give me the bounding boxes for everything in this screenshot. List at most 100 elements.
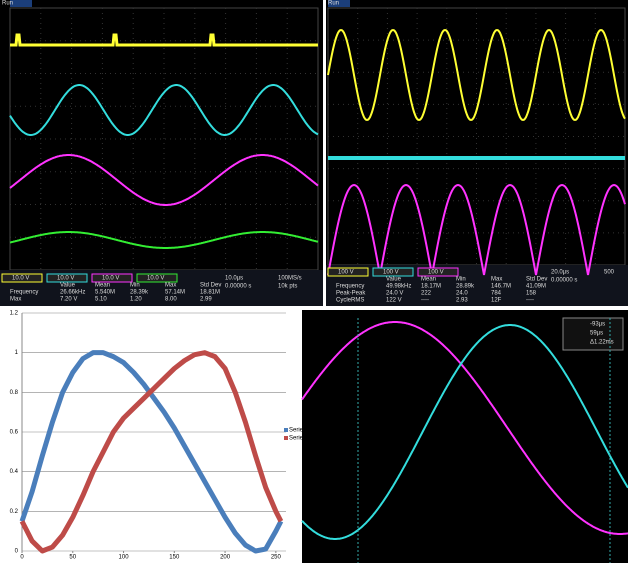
series-line: [19, 350, 284, 554]
waveform: [301, 324, 628, 540]
cursor-readout: -93µs: [590, 322, 605, 328]
measure-cell: 49.98kHz: [386, 284, 411, 290]
info-bar: [326, 265, 628, 306]
measure-header: Mean: [95, 283, 110, 289]
channel-scale: 100 V: [428, 270, 444, 276]
timebase: 10.0µs: [225, 276, 243, 282]
channel-badge: [417, 267, 459, 277]
measure-cell: 8.00: [165, 297, 177, 303]
channel-badge: [46, 273, 88, 283]
y-tick-label: 0.2: [10, 509, 19, 515]
measure-cell: Frequency: [336, 284, 364, 290]
measure-cell: Max: [10, 297, 21, 303]
channel-badge: [1, 273, 43, 283]
measure-cell: 24.0: [456, 291, 468, 297]
offset: 0.00000 s: [225, 284, 251, 290]
measure-header: Max: [491, 277, 502, 283]
chart: 0 0.2 0.4 0.6 0.8 1 1.2 0 50 100 150 200 250 Series1 S…: [10, 311, 310, 561]
measure-cell: 26.66kHz: [60, 290, 85, 296]
x-tick-label: 200: [220, 555, 231, 561]
measure-cell: 158: [526, 291, 537, 297]
measure-cell: 5.540M: [95, 290, 115, 296]
sample-rate: 500: [604, 270, 615, 276]
channel-scale: 10.0 V: [57, 276, 74, 282]
waveform: [9, 84, 319, 136]
measure-cell: CycleRMS: [336, 298, 364, 304]
measure-cell: 1.20: [130, 297, 142, 303]
x-tick-label: 50: [69, 555, 76, 561]
cursor-readout: Δ1.22ms: [590, 340, 614, 346]
measure-cell: ----: [526, 298, 534, 304]
channel-scale: 100 V: [338, 270, 354, 276]
measure-header: Value: [386, 277, 402, 283]
channel-badge: [327, 267, 369, 277]
run-tab: [328, 0, 350, 7]
y-tick-label: 1: [15, 350, 19, 356]
sample-rate: 100MS/s: [278, 276, 302, 282]
channel-scale: 10.0 V: [12, 276, 29, 282]
y-tick-label: 1.2: [10, 311, 19, 317]
measure-cell: 2.93: [456, 298, 468, 304]
x-tick-label: 0: [20, 555, 24, 561]
run-tab: [10, 0, 32, 7]
legend-label: Series1: [289, 428, 310, 434]
measure-cell: Frequency: [10, 290, 38, 296]
measure-cell: ----: [421, 298, 429, 304]
measure-cell: 12F: [491, 298, 502, 304]
channel-scale: 10.0 V: [147, 276, 164, 282]
measure-cell: 5.10: [95, 297, 107, 303]
y-tick-label: 0.4: [10, 469, 19, 475]
measure-header: Min: [456, 277, 466, 283]
scope-panel: [302, 310, 628, 563]
channel-badge: [136, 273, 178, 283]
legend-swatch: [284, 436, 288, 440]
waveform: [327, 28, 626, 122]
x-tick-label: 100: [119, 555, 130, 561]
series-line: [19, 350, 284, 554]
measure-cell: 122 V: [386, 298, 402, 304]
measure-cell: 222: [421, 291, 432, 297]
offset: 0.00000 s: [551, 278, 577, 284]
measure-cell: 41.09M: [526, 284, 546, 290]
graticule: [327, 7, 626, 266]
waveform: [9, 231, 319, 249]
measure-cell: 24.0 V: [386, 291, 403, 297]
measure-cell: 784: [491, 291, 502, 297]
waveform: [9, 154, 319, 206]
timebase: 20.0µs: [551, 270, 569, 276]
channel-badge: [91, 273, 133, 283]
y-tick-label: 0.8: [10, 390, 19, 396]
measure-cell: 18.17M: [421, 284, 441, 290]
measure-header: Max: [165, 283, 176, 289]
measure-header: Std Dev: [526, 277, 547, 283]
measure-cell: 57.14M: [165, 290, 185, 296]
x-tick-label: 250: [271, 555, 282, 561]
tab-label: Run: [328, 1, 339, 7]
legend-swatch: [284, 428, 288, 432]
measure-header: Value: [60, 283, 76, 289]
measure-cell: 146.7M: [491, 284, 511, 290]
cursor-readout: 59µs: [590, 331, 603, 337]
measure-header: Std Dev: [200, 283, 221, 289]
measure-cell: 18.81M: [200, 290, 220, 296]
y-tick-label: 0.6: [10, 430, 19, 436]
measure-cell: 7.20 V: [60, 297, 77, 303]
record-length: 10k pts: [278, 284, 297, 290]
legend-label: Series2: [289, 436, 310, 442]
channel-scale: 10.0 V: [102, 276, 119, 282]
measure-header: Min: [130, 283, 140, 289]
measure-cell: 28.89k: [456, 284, 475, 290]
channel-scale: 100 V: [383, 270, 399, 276]
measure-cell: 2.99: [200, 297, 212, 303]
channel-badge: [372, 267, 414, 277]
measure-header: Mean: [421, 277, 436, 283]
tab-label: Run: [2, 1, 13, 7]
cursor-box: [562, 317, 624, 351]
y-tick-label: 0: [15, 549, 19, 555]
waveform: [10, 33, 318, 47]
measure-cell: 28.39k: [130, 290, 149, 296]
waveform: [327, 183, 626, 276]
measure-cell: Peak-Peak: [336, 291, 366, 297]
